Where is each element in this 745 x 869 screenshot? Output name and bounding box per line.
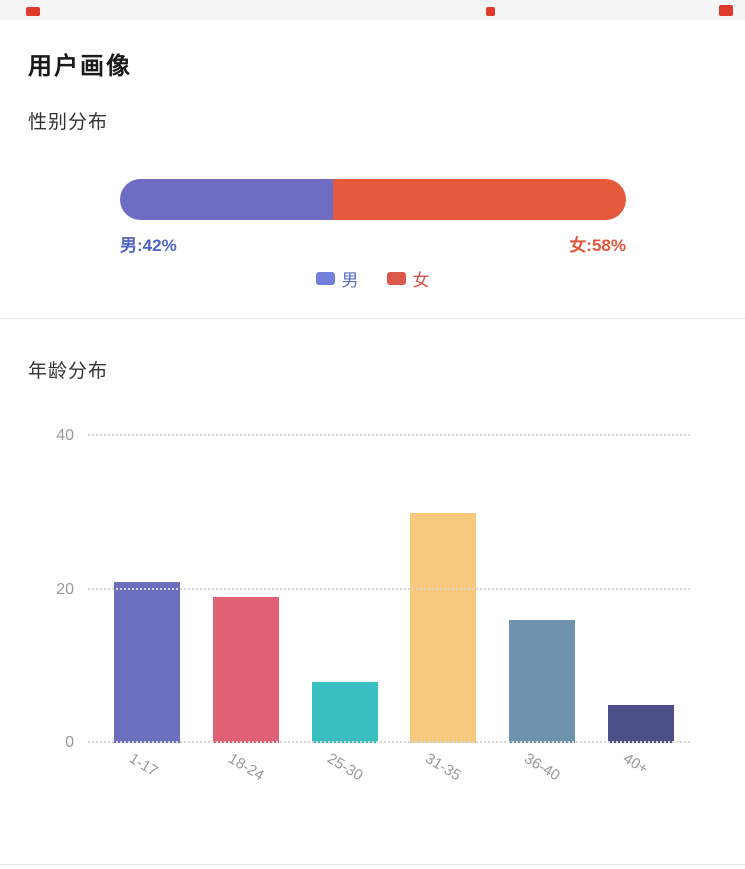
y-axis-tick-40: 40 (56, 427, 74, 444)
top-bar-red-fragment-right (719, 5, 733, 16)
gender-section-title: 性别分布 (28, 112, 109, 133)
x-axis-label-1-17: 1-17 (126, 750, 162, 781)
legend-item-female[interactable]: 女 (386, 266, 430, 291)
bar-band-40+ (591, 436, 690, 743)
legend-item-male[interactable]: 男 (315, 266, 359, 291)
female-legend-swatch (386, 272, 406, 285)
gender-percentage-labels: 男:42% 女:58% (120, 231, 626, 256)
age-chart-plot (88, 434, 690, 743)
gridline-0 (88, 741, 690, 743)
gridline-20 (88, 587, 690, 590)
y-axis-tick-0: 0 (65, 734, 74, 751)
top-bar-red-fragment-center (486, 7, 495, 16)
female-percentage-label: 女:58% (569, 236, 626, 255)
age-bar-40+[interactable] (607, 704, 674, 743)
x-axis-label-18-24: 18-24 (225, 750, 267, 785)
male-legend-swatch (315, 272, 335, 285)
y-axis-tick-20: 20 (56, 580, 74, 598)
section-divider (0, 318, 745, 319)
top-bar (0, 0, 745, 20)
male-segment[interactable] (120, 179, 333, 220)
age-section-title: 年龄分布 (28, 361, 109, 382)
age-bar-36-40[interactable] (509, 620, 576, 743)
bar-band-36-40 (493, 436, 592, 743)
x-axis-label-25-30: 25-30 (323, 750, 366, 785)
top-bar-red-fragment-left (26, 7, 40, 16)
age-bar-25-30[interactable] (311, 681, 378, 743)
bar-band-1-17 (98, 436, 197, 743)
bar-band-18-24 (197, 436, 296, 743)
page-title: 用户画像 (28, 53, 132, 80)
x-axis-label-36-40: 36-40 (521, 750, 563, 785)
bar-band-31-35 (394, 436, 493, 743)
age-bar-1-17[interactable] (114, 581, 181, 743)
male-percentage-label: 男:42% (120, 236, 177, 255)
male-legend-label: 男 (341, 271, 359, 290)
age-chart-xaxis: 1-17 18-24 25-30 31-35 36-40 40+ (98, 750, 690, 810)
bar-band-25-30 (295, 436, 394, 743)
bottom-divider (0, 864, 745, 865)
age-chart-yaxis: 0 20 40 (0, 427, 84, 751)
gender-legend: 男 女 (0, 266, 745, 291)
x-axis-label-40+: 40+ (619, 750, 651, 778)
female-segment[interactable] (332, 179, 626, 220)
gridline-40 (88, 434, 690, 436)
age-bar-31-35[interactable] (410, 512, 477, 743)
age-chart-bars (98, 436, 690, 743)
female-legend-label: 女 (412, 271, 430, 290)
gender-ratio-bar[interactable] (120, 179, 626, 220)
age-bar-18-24[interactable] (213, 597, 279, 743)
x-axis-label-31-35: 31-35 (422, 750, 465, 785)
